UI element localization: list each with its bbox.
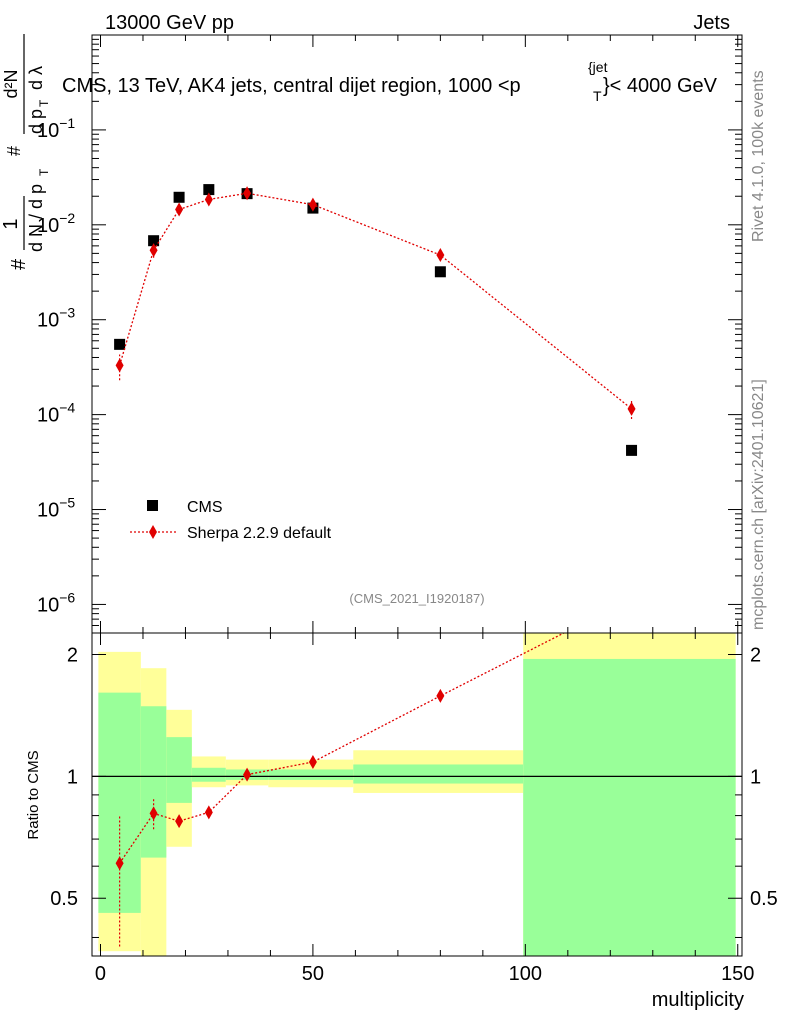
- sherpa-point: [115, 358, 124, 373]
- sherpa-point: [627, 401, 636, 416]
- main-y-tick-label: 10−5: [37, 495, 75, 522]
- cms-data-point: [173, 191, 185, 203]
- ratio-sherpa-point: [175, 814, 184, 829]
- ratio-bands: [98, 633, 736, 956]
- ratio-y-tick-label-right: 0.5: [750, 888, 778, 910]
- main-ylabel: # 1 d N / d p T # d²N d p T d λ: [0, 34, 51, 270]
- rivet-label: Rivet 4.1.0, 100k events: [750, 70, 767, 242]
- ratio-sherpa-point: [204, 805, 213, 820]
- legend-cms-label: CMS: [187, 499, 223, 516]
- x-tick-label: 100: [509, 963, 542, 985]
- ratio-y-tick-label: 1: [67, 766, 78, 788]
- ylabel-frac1-num: 1: [0, 218, 22, 229]
- cms-data-point: [148, 235, 160, 247]
- ratio-band-inner: [191, 767, 226, 782]
- cms-data-point: [203, 184, 215, 196]
- ratio-band-inner: [523, 658, 736, 956]
- ylabel-hash2: #: [4, 146, 24, 156]
- ratio-sherpa-point: [308, 755, 317, 770]
- main-y-tick-label: 10−3: [37, 305, 75, 332]
- plot-title: CMS, 13 TeV, AK4 jets, central dijet reg…: [62, 75, 521, 97]
- ylabel-frac2-num: d²N: [1, 69, 21, 98]
- ylabel-frac2-den-sub: T: [37, 99, 51, 107]
- sherpa-point: [243, 186, 252, 201]
- ylabel-frac1-den-sub: T: [37, 168, 51, 176]
- mcplots-label: mcplots.cern.ch [arXiv:2401.10621]: [750, 379, 767, 630]
- ratio-band-inner: [98, 692, 141, 913]
- ratio-sherpa-series: [115, 591, 636, 947]
- legend: CMS Sherpa 2.2.9 default: [130, 499, 332, 542]
- ylabel-frac2-den: d p: [26, 109, 46, 134]
- ratio-sherpa-point: [628, 591, 636, 605]
- x-tick-label: 150: [721, 963, 754, 985]
- main-frame: [91, 34, 743, 634]
- ratio-ylabel: Ratio to CMS: [25, 750, 42, 839]
- cms-data-point: [626, 444, 638, 456]
- ratio-sherpa-point: [243, 767, 252, 782]
- x-axis-label: multiplicity: [652, 989, 744, 1011]
- main-y-tick-label: 10−1: [37, 115, 75, 142]
- ylabel-frac1-den: d N / d p: [26, 184, 46, 252]
- sherpa-point: [175, 202, 184, 217]
- sherpa-point: [436, 248, 445, 263]
- ratio-sherpa-line: [119, 633, 566, 864]
- main-panel: 10−6 10−5 10−4 10−3 10−2 10−1: [37, 34, 742, 634]
- title-sub: T: [593, 88, 602, 104]
- ratio-y-tick-label: 2: [67, 644, 78, 666]
- x-tick-label: 0: [95, 963, 106, 985]
- legend-cms-marker: [147, 500, 158, 511]
- header-left: 13000 GeV pp: [105, 12, 234, 34]
- legend-sherpa-label: Sherpa 2.2.9 default: [187, 525, 332, 542]
- ylabel-hash: #: [8, 258, 30, 270]
- main-y-tick-label: 10−4: [37, 400, 75, 427]
- ratio-y-tick-label: 0.5: [50, 888, 78, 910]
- sherpa-line: [118, 192, 632, 410]
- main-y-tick-label: 10−2: [37, 210, 75, 237]
- ratio-band-inner: [353, 764, 524, 784]
- ylabel-frac2-den-tail: d λ: [26, 66, 46, 90]
- header-right: Jets: [693, 12, 730, 34]
- x-tick-label: 50: [302, 963, 324, 985]
- ratio-band-inner: [166, 737, 192, 803]
- legend-sherpa-marker: [149, 525, 157, 539]
- sherpa-point: [308, 197, 317, 212]
- ratio-y-tick-label-right: 2: [750, 644, 761, 666]
- sherpa-point: [204, 192, 213, 207]
- ratio-panel: 0 50 100 150 0.5 0.5 1 1 2 2: [50, 591, 778, 985]
- ratio-band-inner: [140, 706, 167, 858]
- ratio-sherpa-point: [115, 856, 124, 871]
- ratio-sherpa-point: [436, 688, 445, 703]
- ratio-y-tick-label-right: 1: [750, 766, 761, 788]
- main-y-tick-label: 10−6: [37, 589, 75, 616]
- watermark: (CMS_2021_I1920187): [349, 591, 484, 606]
- sherpa-point: [149, 243, 158, 258]
- title-sup: {jet: [588, 59, 608, 75]
- ratio-band-inner: [268, 769, 354, 780]
- title-tail: }< 4000 GeV: [603, 75, 718, 97]
- cms-data-point: [114, 338, 126, 350]
- title-main: CMS, 13 TeV, AK4 jets, central dijet reg…: [62, 75, 521, 97]
- cms-data-point: [434, 266, 446, 278]
- ratio-sherpa-point: [149, 806, 158, 821]
- ratio-frame: [91, 632, 743, 957]
